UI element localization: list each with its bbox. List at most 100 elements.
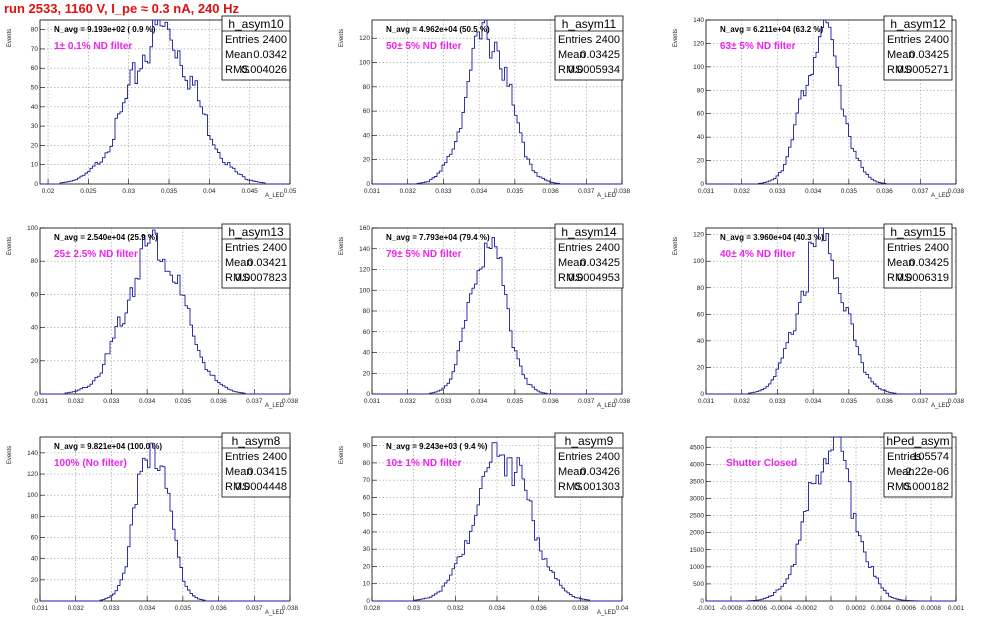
y-tick-label: 100: [693, 64, 704, 71]
x-tick-label: -0.0008: [720, 605, 742, 612]
y-tick-label: 50: [363, 512, 371, 519]
histogram-line: [40, 229, 290, 395]
x-tick-label: 0.033: [435, 398, 452, 405]
y-axis-title: Events: [673, 237, 679, 255]
n-avg-label: N_avg = 6.211e+04 (63.2 %): [720, 25, 824, 34]
x-tick-label: 0.038: [614, 398, 631, 405]
stat-mean-label: Mean: [887, 257, 915, 269]
x-axis-title: A_LED: [265, 193, 285, 199]
x-tick-label: 0.034: [805, 188, 822, 195]
stat-entries-value: 105574: [912, 451, 949, 463]
x-tick-label: 0.025: [80, 188, 97, 195]
y-tick-label: 60: [697, 111, 705, 118]
x-tick-label: 0.032: [447, 605, 464, 612]
y-tick-label: 140: [693, 17, 704, 24]
x-tick-label: 0.04: [616, 605, 629, 612]
y-tick-label: 0: [34, 391, 38, 398]
stats-box: [221, 15, 291, 81]
n-avg-label: N_avg = 7.793e+04 (79.4 %): [386, 233, 490, 242]
y-tick-label: 140: [27, 450, 38, 457]
stat-mean-label: Mean: [558, 466, 586, 478]
x-tick-label: 0.037: [578, 188, 595, 195]
y-tick-label: 80: [363, 308, 371, 315]
x-tick-label: 0.034: [139, 398, 156, 405]
y-tick-label: 2000: [690, 530, 705, 537]
x-tick-label: 0.036: [542, 398, 559, 405]
y-tick-label: 100: [27, 492, 38, 499]
y-tick-label: 120: [693, 232, 704, 239]
x-tick-label: 0.04: [203, 188, 216, 195]
stats-box: [883, 223, 953, 289]
y-tick-label: 80: [697, 87, 705, 94]
x-tick-label: 0.035: [175, 398, 192, 405]
stats-box: [221, 432, 291, 498]
x-tick-label: 0.02: [42, 188, 55, 195]
x-tick-label: 0.03: [122, 188, 135, 195]
x-tick-label: 0.038: [572, 605, 589, 612]
x-tick-label: 0.031: [32, 398, 49, 405]
y-tick-label: 3500: [690, 478, 705, 485]
x-tick-label: 0.033: [769, 188, 786, 195]
histogram-name: h_asym12: [890, 17, 946, 31]
plot-frame: [705, 227, 957, 395]
stat-entries-label: Entries: [558, 242, 593, 254]
x-tick-label: 0.034: [139, 605, 156, 612]
x-tick-label: 0.034: [471, 398, 488, 405]
stat-rms-value: 0.0005271: [897, 64, 949, 76]
x-tick-label: 0.032: [68, 605, 85, 612]
histogram-line: [706, 19, 956, 185]
histogram-panel-h_asym8: 0.031 0.032 0.033 0.034 0.035 0.036 0.037 0.038…: [7, 432, 299, 616]
histogram-panel-h_asym9: 0.028 0.03 0.032 0.034 0.036 0.038 0.04 0 10 20 30…: [339, 432, 629, 616]
stat-mean-value: 0.03425: [580, 257, 620, 269]
histogram-line: [40, 19, 290, 185]
stat-entries-label: Entries: [887, 34, 922, 46]
histogram-panel-h_asym15: 0.031 0.032 0.033 0.034 0.035 0.036 0.037 0.038…: [673, 223, 965, 409]
y-tick-label: 20: [363, 563, 371, 570]
y-tick-label: 60: [31, 291, 39, 298]
x-axis-title: A_LED: [931, 193, 951, 199]
stat-entries-label: Entries: [558, 451, 593, 463]
x-tick-label: 0.032: [734, 188, 751, 195]
x-tick-label: 0.037: [912, 398, 929, 405]
y-axis-title: Events: [339, 446, 345, 464]
x-tick-label: 0.028: [364, 605, 381, 612]
y-tick-label: 20: [31, 577, 39, 584]
x-tick-label: 0.037: [578, 398, 595, 405]
histogram-name: h_asym10: [228, 17, 284, 31]
x-tick-label: 0.031: [698, 188, 715, 195]
y-tick-label: 100: [359, 287, 370, 294]
y-tick-label: 60: [363, 329, 371, 336]
stats-box: [554, 15, 624, 81]
plot-frame: [39, 436, 291, 602]
y-tick-label: 20: [363, 370, 371, 377]
x-tick-label: 0.036: [876, 398, 893, 405]
histogram-panel-h_asym13: 0.031 0.032 0.033 0.034 0.035 0.036 0.037 0.038…: [7, 223, 299, 409]
stat-mean-value: 0.03421: [247, 257, 287, 269]
y-tick-label: 40: [31, 556, 39, 563]
stat-rms-label: RMS: [225, 481, 249, 493]
y-tick-label: 80: [363, 84, 371, 91]
stat-mean-label: Mean: [887, 49, 915, 61]
stat-rms-value: 0.0007823: [235, 272, 287, 284]
y-tick-label: 120: [693, 40, 704, 47]
stat-mean-label: Mean: [225, 49, 253, 61]
y-tick-label: 1500: [690, 547, 705, 554]
stat-rms-value: 0.000182: [903, 481, 949, 493]
histogram-name: hPed_asym: [886, 434, 949, 448]
y-tick-label: 1000: [690, 564, 705, 571]
y-tick-label: 0: [700, 181, 704, 188]
stat-mean-value: 0.03425: [909, 257, 949, 269]
y-tick-label: 20: [697, 158, 705, 165]
x-axis-title: A_LED: [931, 403, 951, 409]
x-tick-label: 0.038: [282, 605, 299, 612]
histogram-line: [706, 436, 956, 602]
x-tick-label: 0.001: [948, 605, 965, 612]
histogram-name: h_asym14: [561, 225, 617, 239]
y-tick-label: 120: [359, 267, 370, 274]
stat-entries-label: Entries: [225, 242, 260, 254]
filter-annotation: 1± 0.1% ND filter: [54, 41, 132, 52]
stat-rms-label: RMS: [558, 481, 582, 493]
n-avg-label: N_avg = 9.243e+03 ( 9.4 %): [386, 442, 488, 451]
stat-rms-label: RMS: [558, 64, 582, 76]
stat-mean-value: 0.03425: [909, 49, 949, 61]
